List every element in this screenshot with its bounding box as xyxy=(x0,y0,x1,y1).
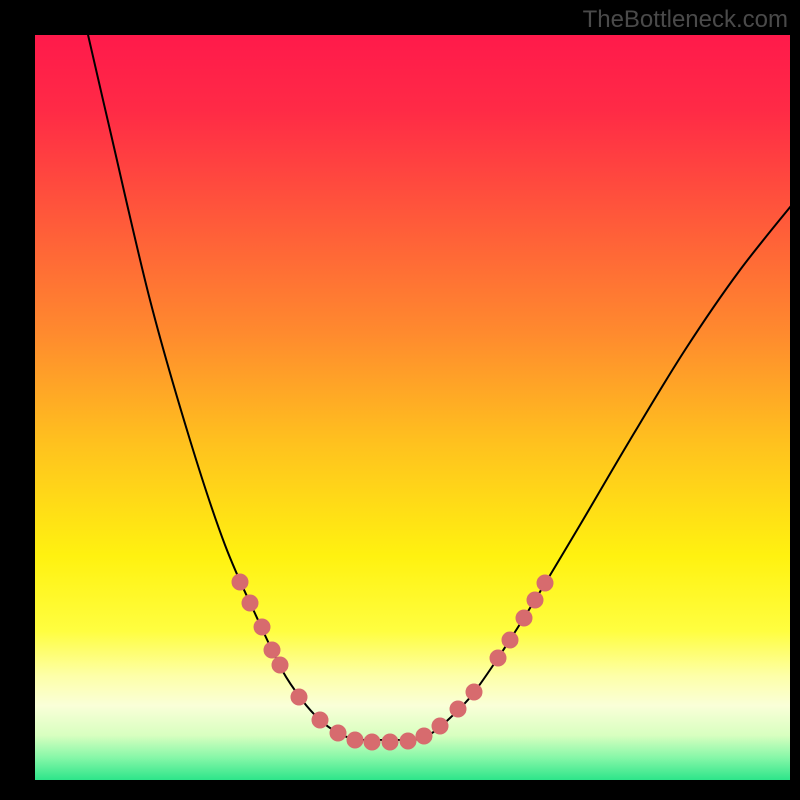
marker-point xyxy=(364,734,380,750)
marker-point xyxy=(502,632,518,648)
marker-point xyxy=(432,718,448,734)
marker-point xyxy=(527,592,543,608)
bottleneck-chart xyxy=(35,35,790,780)
marker-point xyxy=(450,701,466,717)
marker-point xyxy=(347,732,363,748)
marker-point xyxy=(312,712,328,728)
marker-point xyxy=(516,610,532,626)
marker-point xyxy=(264,642,280,658)
marker-point xyxy=(272,657,288,673)
marker-point xyxy=(254,619,270,635)
marker-point xyxy=(466,684,482,700)
marker-point xyxy=(330,725,346,741)
marker-point xyxy=(537,575,553,591)
watermark-text: TheBottleneck.com xyxy=(583,6,788,34)
marker-point xyxy=(382,734,398,750)
marker-point xyxy=(490,650,506,666)
marker-point xyxy=(242,595,258,611)
marker-point xyxy=(416,728,432,744)
gradient-background xyxy=(35,35,790,780)
marker-point xyxy=(400,733,416,749)
marker-point xyxy=(232,574,248,590)
marker-point xyxy=(291,689,307,705)
